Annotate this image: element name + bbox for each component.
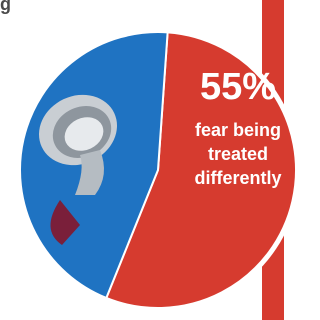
slice-label: fear being treated differently <box>186 118 290 190</box>
page: g 55% fear being treated differently <box>0 0 315 320</box>
value-label: 55% <box>178 66 298 109</box>
text-fragment: g <box>0 0 11 15</box>
